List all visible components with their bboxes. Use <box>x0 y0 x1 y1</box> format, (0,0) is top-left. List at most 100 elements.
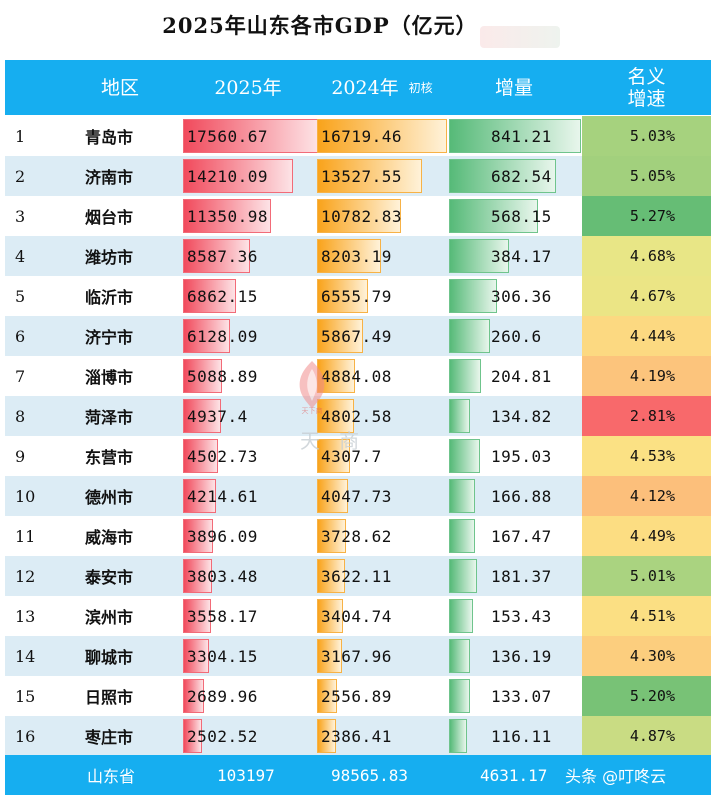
row-rank: 15 <box>15 686 36 706</box>
gdp2025-bar <box>183 359 222 393</box>
phoenix-logo-icon: 天下商 <box>299 361 325 415</box>
header-increase: 增量 <box>494 76 533 99</box>
table-row: 4 潍坊市 8587.36 8203.19 384.17 4.68% <box>5 236 711 276</box>
gdp2025-value: 6128.09 <box>187 326 258 346</box>
header-growth-line2: 增速 <box>627 87 666 110</box>
gdp2024-bar <box>317 239 381 273</box>
gdp2024-bar <box>317 639 342 673</box>
row-rank: 10 <box>15 486 36 506</box>
header-2024-label: 2024年 <box>331 76 399 99</box>
gdp2025-bar <box>183 159 293 193</box>
gdp2024-bar <box>317 279 368 313</box>
row-city: 东营市 <box>85 448 134 467</box>
row-city: 济南市 <box>85 168 134 187</box>
gdp2024-bar <box>317 159 422 193</box>
table-footer: 山东省 103197 98565.83 4631.17 头条 @叮咚云 <box>5 755 711 795</box>
table-row: 7 淄博市 5088.89 4884.08 204.81 4.19% <box>5 356 711 396</box>
growth-rate-cell: 5.20% <box>582 676 711 716</box>
row-rank: 2 <box>15 166 26 186</box>
increase-value: 134.82 <box>491 406 552 426</box>
header-2025: 2025年 <box>214 76 282 99</box>
row-rank: 8 <box>15 406 26 426</box>
gdp2024-value: 5867.49 <box>321 326 392 346</box>
increase-bar <box>449 279 497 313</box>
increase-bar <box>449 119 581 153</box>
increase-value: 167.47 <box>491 526 552 546</box>
gdp2025-bar <box>183 599 211 633</box>
increase-bar <box>449 599 473 633</box>
row-rank: 12 <box>15 566 36 586</box>
table-header: 地区 2025年 2024年 初核 增量 名义 增速 <box>5 60 711 115</box>
gdp2025-bar <box>183 479 216 513</box>
increase-bar <box>449 679 470 713</box>
center-watermark-char2: 商 <box>339 429 360 453</box>
increase-bar <box>449 159 556 193</box>
increase-value: 682.54 <box>491 166 552 186</box>
table-row: 5 临沂市 6862.15 6555.79 306.36 4.67% <box>5 276 711 316</box>
gdp2025-bar <box>183 559 212 593</box>
increase-value: 841.21 <box>491 126 552 146</box>
gdp2025-value: 17560.67 <box>187 126 269 146</box>
row-rank: 7 <box>15 366 26 386</box>
table-row: 8 菏泽市 4937.4 4802.58 134.82 2.81% <box>5 396 711 436</box>
increase-bar <box>449 199 538 233</box>
row-rank: 13 <box>15 606 36 626</box>
gdp2024-value: 3728.62 <box>321 526 392 546</box>
table-row: 14 聊城市 3304.15 3167.96 136.19 4.30% <box>5 636 711 676</box>
growth-rate-cell: 4.44% <box>582 316 711 356</box>
increase-bar <box>449 439 480 473</box>
gdp2024-bar <box>317 479 348 513</box>
row-city: 枣庄市 <box>85 728 134 747</box>
gdp2024-value: 4307.7 <box>321 446 382 466</box>
gdp2024-value: 13527.55 <box>321 166 403 186</box>
gdp2024-value: 8203.19 <box>321 246 392 266</box>
gdp2025-bar <box>183 319 230 353</box>
header-2024: 2024年 初核 <box>317 60 447 115</box>
increase-value: 133.07 <box>491 686 552 706</box>
gdp2025-value: 3304.15 <box>187 646 258 666</box>
gdp2024-value: 16719.46 <box>321 126 403 146</box>
growth-rate-cell: 4.68% <box>582 236 711 276</box>
growth-rate-cell: 4.67% <box>582 276 711 316</box>
gdp2024-bar <box>317 199 401 233</box>
table-row: 6 济宁市 6128.09 5867.49 260.6 4.44% <box>5 316 711 356</box>
gdp2025-bar <box>183 399 221 433</box>
table-row: 2 济南市 14210.09 13527.55 682.54 5.05% <box>5 156 711 196</box>
gdp2024-bar <box>317 519 346 553</box>
growth-rate-cell: 4.53% <box>582 436 711 476</box>
gdp2024-value: 3404.74 <box>321 606 392 626</box>
table-row: 16 枣庄市 2502.52 2386.41 116.11 4.87% <box>5 716 711 756</box>
increase-bar <box>449 719 467 753</box>
gdp2025-bar <box>183 719 202 753</box>
increase-bar <box>449 319 490 353</box>
gdp2025-bar <box>183 199 271 233</box>
row-rank: 14 <box>15 646 36 666</box>
table-row: 11 威海市 3896.09 3728.62 167.47 4.49% <box>5 516 711 556</box>
increase-bar <box>449 479 475 513</box>
gdp2024-bar <box>317 679 337 713</box>
increase-value: 153.43 <box>491 606 552 626</box>
gdp2024-value: 2556.89 <box>321 686 392 706</box>
row-rank: 3 <box>15 206 26 226</box>
gdp2025-value: 5088.89 <box>187 366 258 386</box>
increase-value: 204.81 <box>491 366 552 386</box>
growth-rate-cell: 4.19% <box>582 356 711 396</box>
row-rank: 4 <box>15 246 26 266</box>
gdp2024-bar <box>317 599 343 633</box>
growth-rate-cell: 4.51% <box>582 596 711 636</box>
row-city: 日照市 <box>85 688 134 707</box>
gdp2025-value: 2689.96 <box>187 686 258 706</box>
table-row: 12 泰安市 3803.48 3622.11 181.37 5.01% <box>5 556 711 596</box>
growth-rate-cell: 5.01% <box>582 556 711 596</box>
gdp2025-value: 11350.98 <box>187 206 269 226</box>
row-rank: 16 <box>15 726 36 746</box>
header-region: 地区 <box>100 76 139 99</box>
gdp2024-value: 6555.79 <box>321 286 392 306</box>
gdp2024-value: 4884.08 <box>321 366 392 386</box>
growth-rate-cell: 4.12% <box>582 476 711 516</box>
chart-title: 2025年山东各市GDP（亿元） <box>162 13 478 38</box>
total-2024: 98565.83 <box>331 765 409 785</box>
table-row: 15 日照市 2689.96 2556.89 133.07 5.20% <box>5 676 711 716</box>
growth-rate-cell: 5.03% <box>582 116 711 156</box>
row-city: 青岛市 <box>85 128 134 147</box>
